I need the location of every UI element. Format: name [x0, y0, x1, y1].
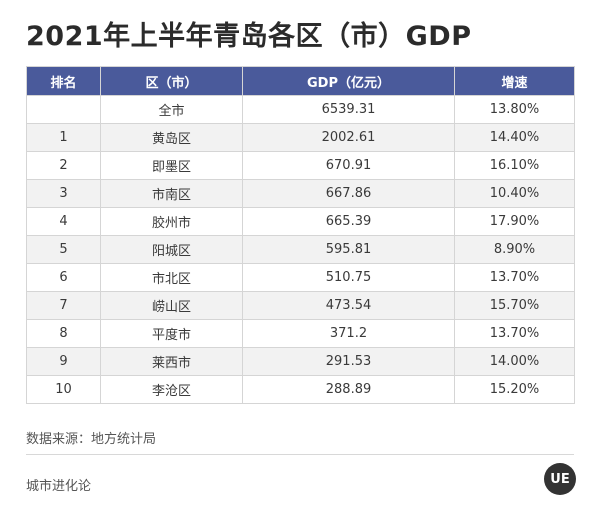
- growth-cell: 14.00%: [454, 347, 575, 376]
- rank-cell: 2: [26, 151, 101, 180]
- district-cell: 市北区: [100, 263, 243, 292]
- gdp-cell: 667.86: [242, 179, 455, 208]
- gdp-cell: 473.54: [242, 291, 455, 320]
- rank-cell: [26, 95, 101, 124]
- header-growth: 增速: [454, 66, 575, 96]
- district-cell: 阳城区: [100, 235, 243, 264]
- table-row: 9 莱西市 291.53 14.00%: [26, 347, 575, 376]
- growth-cell: 8.90%: [454, 235, 575, 264]
- table-row: 7 崂山区 473.54 15.70%: [26, 291, 575, 320]
- rank-cell: 5: [26, 235, 101, 264]
- rank-cell: 3: [26, 179, 101, 208]
- district-cell: 崂山区: [100, 291, 243, 320]
- gdp-cell: 670.91: [242, 151, 455, 180]
- header-district: 区（市）: [100, 66, 243, 96]
- growth-cell: 16.10%: [454, 151, 575, 180]
- header-gdp: GDP（亿元）: [242, 66, 455, 96]
- growth-cell: 17.90%: [454, 207, 575, 236]
- district-cell: 平度市: [100, 319, 243, 348]
- table-row: 4 胶州市 665.39 17.90%: [26, 207, 575, 236]
- gdp-cell: 288.89: [242, 375, 455, 404]
- district-cell: 黄岛区: [100, 123, 243, 152]
- growth-cell: 10.40%: [454, 179, 575, 208]
- district-cell: 莱西市: [100, 347, 243, 376]
- growth-cell: 13.70%: [454, 263, 575, 292]
- district-cell: 市南区: [100, 179, 243, 208]
- rank-cell: 4: [26, 207, 101, 236]
- district-cell: 李沧区: [100, 375, 243, 404]
- table-row: 全市 6539.31 13.80%: [26, 95, 575, 124]
- rank-cell: 10: [26, 375, 101, 404]
- gdp-cell: 595.81: [242, 235, 455, 264]
- table-row: 8 平度市 371.2 13.70%: [26, 319, 575, 348]
- table-row: 1 黄岛区 2002.61 14.40%: [26, 123, 575, 152]
- gdp-cell: 2002.61: [242, 123, 455, 152]
- footer-brand: 城市进化论: [26, 479, 92, 494]
- header-rank: 排名: [26, 66, 101, 96]
- table-row: 6 市北区 510.75 13.70%: [26, 263, 575, 292]
- brand-logo: UE: [544, 463, 576, 495]
- growth-cell: 14.40%: [454, 123, 575, 152]
- growth-cell: 13.80%: [454, 95, 575, 124]
- gdp-cell: 665.39: [242, 207, 455, 236]
- growth-cell: 13.70%: [454, 319, 575, 348]
- table-row: 5 阳城区 595.81 8.90%: [26, 235, 575, 264]
- gdp-cell: 371.2: [242, 319, 455, 348]
- divider: [26, 454, 574, 455]
- rank-cell: 6: [26, 263, 101, 292]
- growth-cell: 15.20%: [454, 375, 575, 404]
- page-title: 2021年上半年青岛各区（市）GDP: [26, 21, 472, 52]
- table-row: 3 市南区 667.86 10.40%: [26, 179, 575, 208]
- district-cell: 胶州市: [100, 207, 243, 236]
- district-cell: 即墨区: [100, 151, 243, 180]
- data-source-note: 数据来源：地方统计局: [26, 432, 157, 447]
- gdp-cell: 6539.31: [242, 95, 455, 124]
- table-row: 2 即墨区 670.91 16.10%: [26, 151, 575, 180]
- rank-cell: 1: [26, 123, 101, 152]
- table-row: 10 李沧区 288.89 15.20%: [26, 375, 575, 404]
- gdp-cell: 291.53: [242, 347, 455, 376]
- district-cell: 全市: [100, 95, 243, 124]
- table-header-row: 排名 区（市） GDP（亿元） 增速: [26, 66, 575, 96]
- rank-cell: 8: [26, 319, 101, 348]
- gdp-table: 排名 区（市） GDP（亿元） 增速 全市 6539.31 13.80% 1 黄…: [26, 66, 575, 404]
- gdp-cell: 510.75: [242, 263, 455, 292]
- growth-cell: 15.70%: [454, 291, 575, 320]
- rank-cell: 7: [26, 291, 101, 320]
- rank-cell: 9: [26, 347, 101, 376]
